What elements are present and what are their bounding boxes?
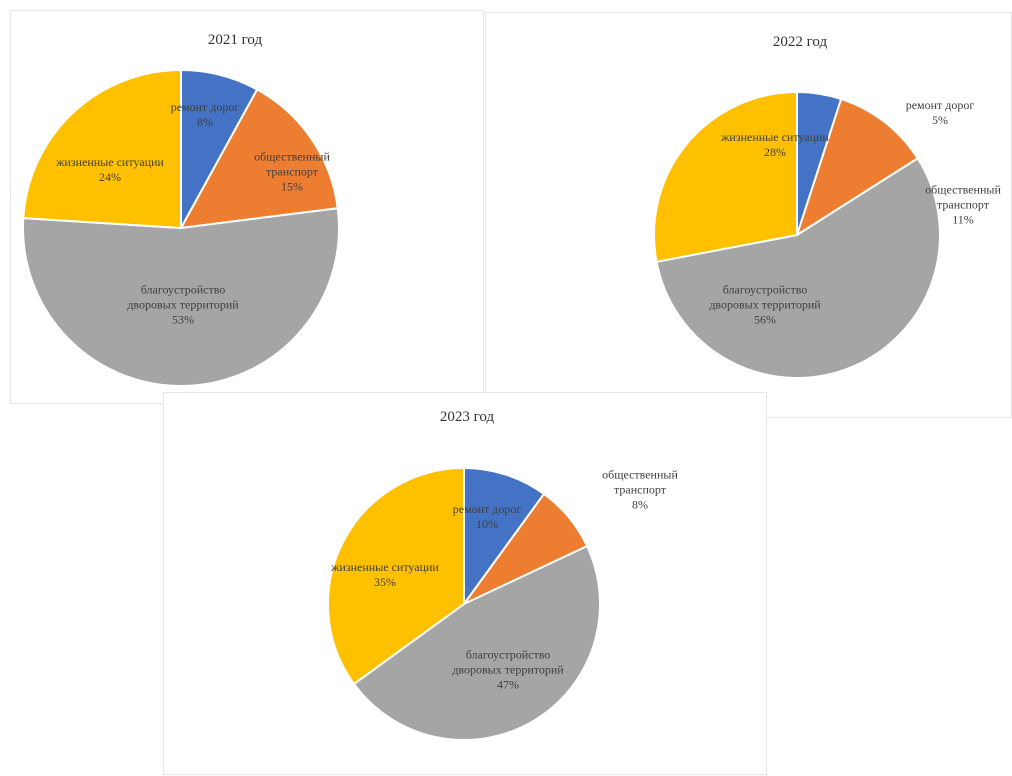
label-value: 47% bbox=[497, 677, 519, 692]
chart-title: 2022 год bbox=[772, 34, 828, 50]
data-label: общественный транспорт 11% bbox=[907, 183, 1012, 228]
pie-slice bbox=[655, 156, 941, 379]
label-value: 15% bbox=[281, 179, 303, 194]
pie-slice bbox=[795, 97, 920, 238]
data-label: жизненные ситуации 28% bbox=[719, 130, 831, 160]
label-category: ремонт дорог bbox=[170, 100, 240, 114]
label-category: жизненные ситуации bbox=[721, 130, 829, 144]
data-label: ремонт дорог 10% bbox=[431, 502, 543, 532]
chart-title: 2021 год bbox=[207, 32, 263, 48]
data-label: благоустройство дворовых территорий 47% bbox=[452, 648, 564, 693]
data-label: жизненные ситуации 24% bbox=[54, 155, 166, 185]
label-category: благоустройство дворовых территорий bbox=[127, 282, 239, 312]
pie-slice bbox=[179, 88, 339, 230]
data-label: общественный транспорт 15% bbox=[236, 150, 348, 195]
label-category: благоустройство дворовых территорий bbox=[452, 647, 564, 677]
label-value: 8% bbox=[632, 497, 648, 512]
label-value: 11% bbox=[952, 212, 974, 227]
pie-slice bbox=[22, 207, 340, 387]
data-label: благоустройство дворовых территорий 53% bbox=[127, 283, 239, 328]
label-category: благоустройство дворовых территорий bbox=[709, 282, 821, 312]
label-value: 56% bbox=[754, 312, 776, 327]
label-value: 10% bbox=[476, 517, 498, 531]
label-value: 35% bbox=[374, 575, 396, 589]
pie-slice bbox=[653, 90, 798, 263]
label-category: жизненные ситуации bbox=[331, 560, 439, 574]
label-category: общественный транспорт bbox=[254, 149, 330, 179]
pie-slice bbox=[352, 544, 601, 741]
data-label: ремонт дорог 5% bbox=[884, 98, 996, 128]
pie-slice bbox=[463, 466, 546, 608]
label-category: жизненные ситуации bbox=[56, 155, 164, 169]
label-category: общественный транспорт bbox=[602, 467, 678, 497]
data-label: общественный транспорт 8% bbox=[584, 468, 696, 513]
chart-title: 2023 год bbox=[439, 409, 495, 425]
label-category: общественный транспорт bbox=[925, 182, 1001, 212]
pie-slice bbox=[327, 466, 465, 686]
label-category: ремонт дорог bbox=[905, 98, 975, 112]
pie-slice bbox=[22, 68, 182, 230]
label-value: 8% bbox=[197, 115, 213, 129]
data-label: благоустройство дворовых территорий 56% bbox=[709, 283, 821, 328]
data-label: жизненные ситуации 35% bbox=[329, 560, 441, 590]
label-value: 5% bbox=[932, 113, 948, 127]
label-value: 28% bbox=[764, 145, 786, 159]
label-value: 53% bbox=[172, 312, 194, 327]
data-label: ремонт дорог 8% bbox=[149, 100, 261, 130]
label-value: 24% bbox=[99, 170, 121, 184]
label-category: ремонт дорог bbox=[452, 502, 522, 516]
